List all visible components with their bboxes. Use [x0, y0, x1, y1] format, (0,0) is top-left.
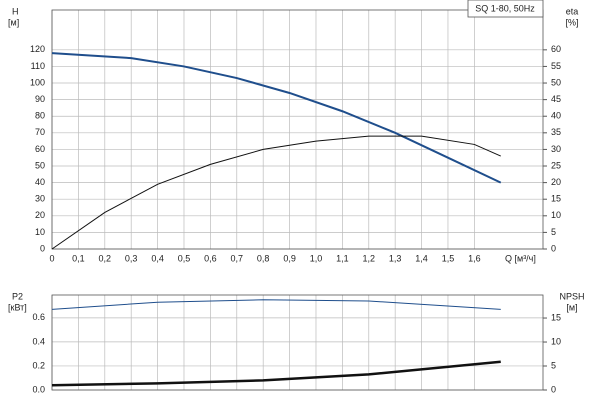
y2-tick-label: 15	[551, 194, 561, 204]
y2-tick-label: 0	[551, 243, 556, 253]
x-tick-label: 0,5	[178, 253, 191, 263]
y2-tick-label: 50	[551, 77, 561, 87]
x-axis-label: Q [м³/ч]	[505, 253, 536, 263]
x-tick-label: 1,1	[336, 253, 349, 263]
y2-tick-label: 10	[551, 336, 561, 346]
y-tick-label: 80	[35, 111, 45, 121]
chart-title: SQ 1-80, 50Hz	[475, 3, 535, 13]
y-tick-label: 90	[35, 94, 45, 104]
x-tick-label: 0,6	[204, 253, 217, 263]
y2-axis-unit: [%]	[565, 17, 578, 27]
x-tick-label: 1,6	[468, 253, 481, 263]
x-tick-label: 1,5	[442, 253, 455, 263]
y-tick-label: 100	[30, 77, 45, 87]
y-tick-label: 0.6	[32, 312, 45, 322]
y2-tick-label: 45	[551, 94, 561, 104]
plot-frame	[51, 9, 544, 250]
curve	[51, 52, 502, 184]
y-tick-label: 120	[30, 44, 45, 54]
y-tick-label: 30	[35, 194, 45, 204]
y-tick-label: 0.4	[32, 336, 45, 346]
y2-axis-label: NPSH	[559, 291, 584, 301]
y-axis-label: H	[12, 6, 19, 16]
y2-tick-label: 5	[551, 227, 556, 237]
y-tick-label: 0.0	[32, 384, 45, 394]
x-tick-label: 0,8	[257, 253, 270, 263]
plot-frame	[51, 294, 544, 391]
y-tick-label: 110	[31, 61, 45, 71]
y-axis-label: P2	[12, 291, 23, 301]
y2-tick-label: 55	[551, 61, 561, 71]
x-tick-label: 0,7	[231, 253, 244, 263]
y-tick-label: 0.2	[32, 360, 45, 370]
y-axis-unit: [м]	[8, 17, 19, 27]
y2-tick-label: 5	[551, 360, 556, 370]
curve	[51, 299, 501, 310]
y2-tick-label: 15	[551, 312, 561, 322]
x-tick-label: 0,2	[99, 253, 112, 263]
y-axis-unit: [кВт]	[8, 302, 27, 312]
x-tick-label: 0,4	[151, 253, 164, 263]
x-tick-label: 0,1	[72, 253, 85, 263]
curve	[51, 135, 501, 250]
y2-tick-label: 60	[551, 44, 561, 54]
y2-axis-label: eta	[566, 6, 579, 16]
y-tick-label: 40	[35, 177, 45, 187]
y2-tick-label: 25	[551, 160, 561, 170]
x-tick-label: 1,4	[415, 253, 428, 263]
y-tick-label: 0	[40, 243, 45, 253]
x-tick-label: 1,2	[363, 253, 376, 263]
y-tick-label: 50	[35, 160, 45, 170]
y2-axis-unit: [м]	[566, 302, 577, 312]
y-tick-label: 70	[35, 127, 45, 137]
y2-tick-label: 20	[551, 177, 561, 187]
x-tick-label: 1,0	[310, 253, 323, 263]
y-tick-label: 20	[35, 210, 45, 220]
y2-tick-label: 10	[551, 210, 561, 220]
x-tick-label: 1,3	[389, 253, 402, 263]
x-tick-label: 0,9	[283, 253, 296, 263]
y2-tick-label: 35	[551, 127, 561, 137]
y-tick-label: 60	[35, 144, 45, 154]
y2-tick-label: 40	[551, 111, 561, 121]
y-tick-label: 10	[35, 227, 45, 237]
x-tick-label: 0	[49, 253, 54, 263]
x-tick-label: 0,3	[125, 253, 138, 263]
y2-tick-label: 30	[551, 144, 561, 154]
curve	[51, 360, 501, 387]
title-box	[467, 0, 544, 18]
y2-tick-label: 0	[551, 384, 556, 394]
